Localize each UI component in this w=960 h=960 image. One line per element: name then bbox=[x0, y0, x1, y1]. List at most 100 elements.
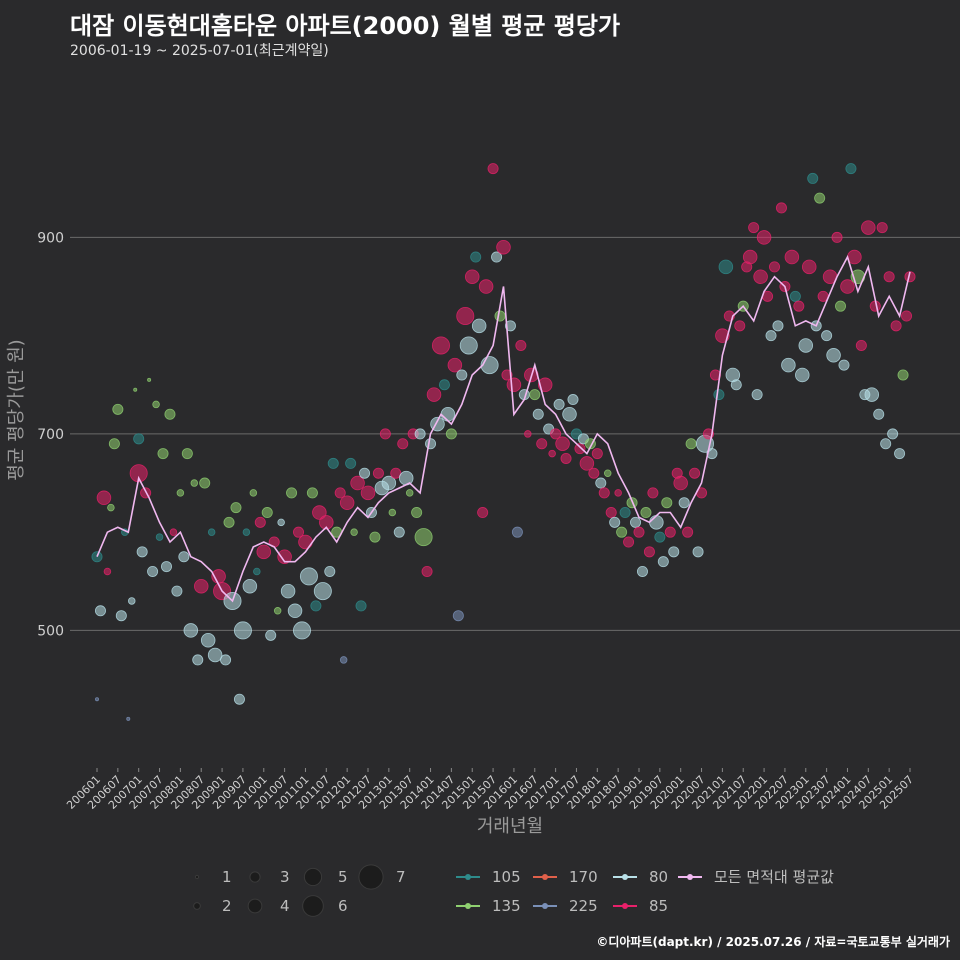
size-legend-swatch bbox=[358, 864, 384, 890]
color-legend-dot bbox=[622, 903, 628, 909]
data-point bbox=[636, 565, 648, 577]
data-point bbox=[742, 249, 758, 265]
color-legend-label: 135 bbox=[492, 897, 521, 915]
data-point bbox=[807, 172, 819, 184]
data-point bbox=[190, 479, 199, 487]
data-point bbox=[193, 578, 209, 594]
data-point bbox=[751, 389, 763, 401]
data-point bbox=[623, 536, 635, 548]
y-tick-labels: 500 700 900 bbox=[37, 230, 64, 639]
data-point bbox=[715, 328, 730, 343]
data-point bbox=[821, 330, 833, 342]
size-legend-swatch bbox=[249, 871, 261, 883]
data-point bbox=[421, 565, 433, 577]
color-legend-label: 170 bbox=[569, 868, 598, 886]
data-point bbox=[890, 320, 902, 332]
size-legend-label: 5 bbox=[338, 868, 348, 886]
data-point bbox=[313, 582, 332, 601]
size-legend-label: 7 bbox=[396, 868, 406, 886]
data-point bbox=[176, 489, 185, 497]
color-legend-dot bbox=[622, 874, 628, 880]
data-point bbox=[147, 565, 159, 577]
data-point bbox=[769, 261, 781, 273]
data-point bbox=[901, 310, 913, 322]
data-point bbox=[748, 222, 760, 234]
data-point bbox=[826, 348, 841, 363]
data-point bbox=[835, 300, 847, 312]
data-point bbox=[524, 430, 532, 438]
data-point bbox=[277, 518, 285, 527]
data-point bbox=[753, 269, 768, 284]
data-point bbox=[345, 457, 357, 469]
data-point bbox=[286, 487, 298, 499]
data-point bbox=[470, 251, 482, 263]
data-point bbox=[293, 526, 305, 538]
data-point bbox=[789, 290, 801, 302]
data-point bbox=[845, 163, 857, 175]
size-legend-label: 1 bbox=[222, 868, 232, 886]
data-point bbox=[359, 467, 371, 479]
size-legend: 1 2 3 4 5 6 7 bbox=[193, 864, 406, 917]
color-legend-dot bbox=[465, 903, 471, 909]
data-point bbox=[609, 516, 621, 528]
data-point bbox=[840, 279, 855, 294]
data-point bbox=[233, 621, 252, 640]
data-point bbox=[616, 526, 628, 538]
size-legend-swatch bbox=[193, 902, 201, 910]
data-point bbox=[873, 408, 885, 420]
data-point bbox=[398, 470, 414, 486]
data-point bbox=[273, 607, 282, 615]
average-line bbox=[96, 254, 911, 603]
data-point bbox=[511, 526, 523, 538]
data-point bbox=[350, 475, 365, 491]
data-point bbox=[897, 369, 909, 381]
data-point bbox=[334, 487, 346, 499]
color-legend-label: 225 bbox=[569, 897, 598, 915]
data-point bbox=[673, 475, 688, 491]
data-point bbox=[718, 259, 734, 275]
size-legend-label: 4 bbox=[280, 897, 290, 915]
data-point bbox=[183, 623, 199, 638]
data-point bbox=[555, 436, 570, 451]
data-point bbox=[798, 338, 814, 353]
data-point bbox=[152, 400, 160, 409]
data-point bbox=[478, 279, 494, 294]
data-point bbox=[649, 515, 664, 530]
data-point bbox=[548, 449, 556, 458]
data-point bbox=[588, 467, 600, 479]
data-point bbox=[793, 300, 805, 312]
data-point bbox=[682, 526, 694, 538]
y-tick-label: 900 bbox=[37, 230, 64, 246]
data-point bbox=[200, 633, 216, 648]
grid-lines bbox=[70, 236, 960, 631]
data-point bbox=[147, 377, 152, 382]
data-point bbox=[298, 534, 313, 550]
data-point bbox=[350, 528, 358, 536]
size-legend-label: 2 bbox=[222, 897, 232, 915]
y-tick-label: 500 bbox=[37, 623, 64, 639]
data-point bbox=[713, 389, 725, 401]
page-subtitle: 2006-01-19 ~ 2025-07-01(최근계약일) bbox=[70, 43, 329, 59]
data-point bbox=[456, 306, 475, 325]
source-credit: ©디아파트(dapt.kr) / 2025.07.26 / 자료=국토교통부 실… bbox=[596, 935, 950, 949]
data-point bbox=[532, 408, 544, 420]
data-point bbox=[619, 507, 631, 519]
data-point bbox=[425, 438, 437, 450]
data-point bbox=[692, 546, 704, 558]
data-point bbox=[567, 394, 579, 406]
data-point bbox=[864, 387, 880, 402]
data-point bbox=[501, 369, 513, 381]
data-point bbox=[411, 507, 423, 519]
color-legend-dot bbox=[687, 874, 693, 880]
data-point bbox=[233, 693, 245, 705]
data-point bbox=[431, 336, 450, 355]
data-point bbox=[689, 467, 701, 479]
data-point bbox=[95, 697, 100, 702]
data-point bbox=[136, 546, 148, 558]
data-point bbox=[506, 377, 522, 393]
data-point bbox=[220, 654, 232, 666]
data-point bbox=[299, 567, 318, 586]
data-point bbox=[880, 438, 892, 450]
data-point bbox=[452, 610, 464, 622]
data-point bbox=[249, 489, 258, 497]
